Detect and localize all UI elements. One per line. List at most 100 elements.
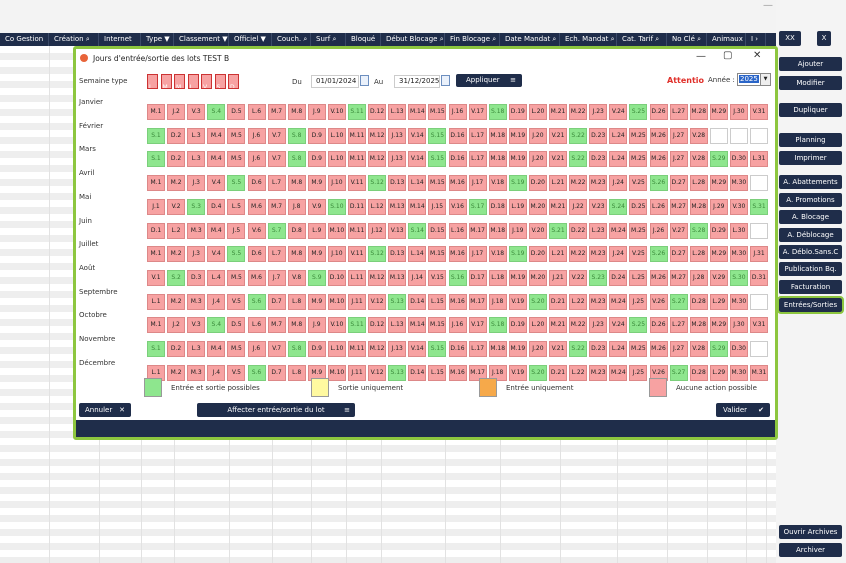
day-cell[interactable]: V.25 <box>629 175 648 192</box>
day-cell[interactable]: S.1 <box>147 341 165 357</box>
day-cell[interactable]: V.28 <box>689 341 708 357</box>
day-cell[interactable]: V.7 <box>267 341 286 357</box>
day-cell[interactable]: M.24 <box>609 222 628 239</box>
day-cell[interactable]: S.8 <box>287 341 306 357</box>
column-header[interactable]: Création ⌕ <box>49 33 99 46</box>
day-cell[interactable]: L.6 <box>247 317 266 334</box>
day-cell[interactable]: L.8 <box>287 364 306 381</box>
close-icon[interactable]: ✕ <box>753 50 762 61</box>
day-cell[interactable]: V.9 <box>307 198 326 215</box>
day-cell[interactable]: L.5 <box>227 198 246 215</box>
action-button-modifier[interactable]: Modifier <box>779 76 842 90</box>
day-cell[interactable]: M.12 <box>368 269 387 286</box>
day-cell[interactable]: D.2 <box>167 151 186 168</box>
day-cell[interactable]: D.22 <box>569 222 588 239</box>
day-cell[interactable]: V.11 <box>348 175 366 192</box>
day-cell[interactable]: M.20 <box>528 269 547 286</box>
day-cell[interactable]: M.24 <box>609 364 628 381</box>
day-cell[interactable]: S.22 <box>569 151 588 168</box>
day-cell[interactable]: M.26 <box>649 341 668 357</box>
day-cell[interactable]: V.20 <box>528 222 547 239</box>
day-cell[interactable]: D.16 <box>448 341 467 357</box>
day-cell[interactable]: V.21 <box>549 127 567 144</box>
day-cell[interactable]: J.18 <box>488 364 507 381</box>
day-cell[interactable] <box>750 341 768 357</box>
day-cell[interactable]: J.27 <box>669 151 688 168</box>
day-cell[interactable]: D.5 <box>227 104 246 120</box>
day-cell[interactable]: J.13 <box>388 151 407 168</box>
day-cell[interactable]: S.12 <box>368 246 387 263</box>
day-cell[interactable]: M.9 <box>307 293 326 310</box>
day-cell[interactable]: L.15 <box>428 293 447 310</box>
day-cell[interactable]: J.29 <box>709 198 728 215</box>
day-cell[interactable]: J.27 <box>669 341 688 357</box>
day-cell[interactable]: M.7 <box>267 317 286 334</box>
day-cell[interactable]: L.26 <box>649 198 668 215</box>
day-cell[interactable]: V.26 <box>649 293 668 310</box>
day-cell[interactable]: M.13 <box>388 269 407 286</box>
day-cell[interactable]: L.14 <box>408 175 427 192</box>
day-cell[interactable]: S.9 <box>307 269 326 286</box>
day-cell[interactable]: M.9 <box>307 175 326 192</box>
column-header[interactable]: Co Gestion <box>0 33 49 46</box>
day-cell[interactable]: L.9 <box>307 222 326 239</box>
day-cell[interactable]: S.25 <box>629 317 648 334</box>
day-cell[interactable]: D.19 <box>508 317 527 334</box>
day-cell[interactable]: L.22 <box>569 364 588 381</box>
action-button-a-promotions[interactable]: A. Promotions <box>779 193 842 207</box>
day-cell[interactable]: M.3 <box>187 293 206 310</box>
day-cell[interactable]: M.7 <box>267 198 286 215</box>
day-cell[interactable]: S.16 <box>448 269 467 286</box>
day-cell[interactable]: J.5 <box>227 222 246 239</box>
day-cell[interactable]: V.18 <box>488 246 507 263</box>
day-cell[interactable]: M.22 <box>569 104 588 120</box>
day-cell[interactable]: J.3 <box>187 175 206 192</box>
day-cell[interactable]: M.11 <box>348 341 366 357</box>
day-cell[interactable]: V.22 <box>569 269 588 286</box>
day-cell[interactable]: V.14 <box>408 127 427 144</box>
date-to-input[interactable]: 31/12/2025 <box>394 75 440 88</box>
column-header[interactable]: Type ▼ <box>141 33 174 46</box>
day-cell[interactable]: D.23 <box>589 127 608 144</box>
week-day-toggle[interactable]: V. <box>201 74 212 89</box>
date-from-input[interactable]: 01/01/2024 <box>311 75 359 88</box>
day-cell[interactable]: S.30 <box>729 269 748 286</box>
day-cell[interactable]: J.20 <box>528 341 547 357</box>
day-cell[interactable]: V.28 <box>689 127 708 144</box>
day-cell[interactable]: M.3 <box>187 222 206 239</box>
day-cell[interactable]: M.19 <box>508 269 527 286</box>
day-cell[interactable]: L.10 <box>327 341 346 357</box>
day-cell[interactable]: M.29 <box>709 104 728 120</box>
day-cell[interactable]: S.11 <box>348 104 366 120</box>
day-cell[interactable]: S.1 <box>147 151 165 168</box>
day-cell[interactable]: V.4 <box>207 175 226 192</box>
day-cell[interactable]: M.13 <box>388 198 407 215</box>
column-header[interactable]: Cat. Tarif ⌕ <box>617 33 667 46</box>
day-cell[interactable]: J.23 <box>589 317 608 334</box>
day-cell[interactable]: S.5 <box>227 175 246 192</box>
day-cell[interactable]: L.21 <box>549 175 567 192</box>
day-cell[interactable]: J.20 <box>528 151 547 168</box>
column-header[interactable]: Internet <box>99 33 141 46</box>
day-cell[interactable]: V.12 <box>368 293 387 310</box>
day-cell[interactable]: M.10 <box>327 364 346 381</box>
day-cell[interactable]: V.30 <box>729 198 748 215</box>
day-cell[interactable]: M.21 <box>549 198 567 215</box>
day-cell[interactable]: L.28 <box>689 246 708 263</box>
day-cell[interactable]: S.1 <box>147 127 165 144</box>
day-cell[interactable]: S.26 <box>649 175 668 192</box>
day-cell[interactable]: M.14 <box>408 317 427 334</box>
day-cell[interactable]: S.12 <box>368 175 387 192</box>
day-cell[interactable]: M.2 <box>167 364 186 381</box>
calendar-icon[interactable] <box>441 75 450 86</box>
day-cell[interactable]: L.24 <box>609 151 628 168</box>
day-cell[interactable]: L.14 <box>408 246 427 263</box>
day-cell[interactable]: V.23 <box>589 198 608 215</box>
day-cell[interactable] <box>750 175 768 192</box>
day-cell[interactable]: V.12 <box>368 364 387 381</box>
day-cell[interactable]: M.8 <box>287 175 306 192</box>
day-cell[interactable]: M.14 <box>408 198 427 215</box>
day-cell[interactable]: L.31 <box>750 151 768 168</box>
day-cell[interactable]: M.1 <box>147 175 165 192</box>
day-cell[interactable]: M.4 <box>207 127 226 144</box>
